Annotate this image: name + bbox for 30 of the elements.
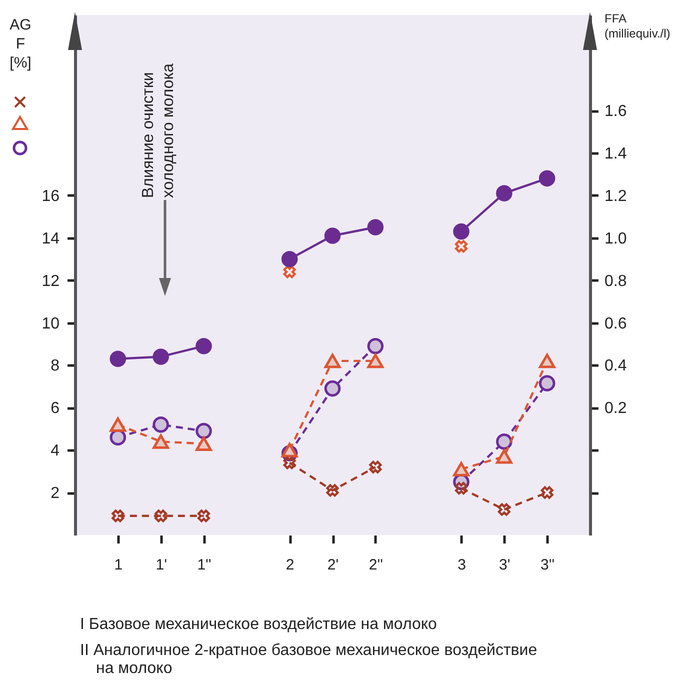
y-tick-label: 4	[50, 442, 60, 460]
y2-tick-label: 0.2	[604, 400, 627, 418]
y-tick-label: 10	[42, 315, 60, 332]
y2-tick-label: 1.6	[604, 103, 627, 120]
y-tick-label: 12	[42, 272, 60, 290]
x-tick-label: 3''	[540, 556, 555, 574]
x-tick-label: 2	[286, 556, 294, 574]
y2-tick-label: 0.4	[604, 358, 627, 375]
x-tick-label: 1''	[197, 556, 212, 574]
y-tick-label: 14	[42, 230, 60, 248]
y-tick-label: 6	[50, 400, 60, 418]
x-tick-label: 1	[114, 556, 123, 574]
y2-tick-label: 0.8	[604, 272, 627, 290]
x-tick-label: 3	[458, 556, 466, 574]
text: II Аналогичное 2-кратное базовое механическое воздействие на молоко	[80, 642, 538, 678]
y2-tick-label: 1.4	[604, 145, 627, 162]
x-tick-label: 2'	[327, 556, 339, 574]
x-tick-label: 3'	[499, 556, 510, 574]
x-tick-label: 2''	[368, 556, 384, 574]
text: I Базовое механическое воздействие на молоко	[80, 616, 438, 634]
y-tick-label: 16	[42, 188, 60, 205]
y2-tick-label: 0.6	[604, 315, 627, 332]
x-tick-label: 1'	[156, 556, 168, 574]
y2-tick-label: 1.0	[604, 230, 627, 248]
y-tick-label: 8	[50, 358, 60, 375]
y-axis-title: AG F [%]	[10, 16, 32, 72]
y-tick-label: 2	[50, 485, 60, 502]
annotation: Влияние очистки холодного молока	[139, 62, 178, 198]
y2-tick-label: 1.2	[604, 188, 627, 205]
y2-axis-title: FFA (milliequiv./l)	[604, 12, 670, 40]
